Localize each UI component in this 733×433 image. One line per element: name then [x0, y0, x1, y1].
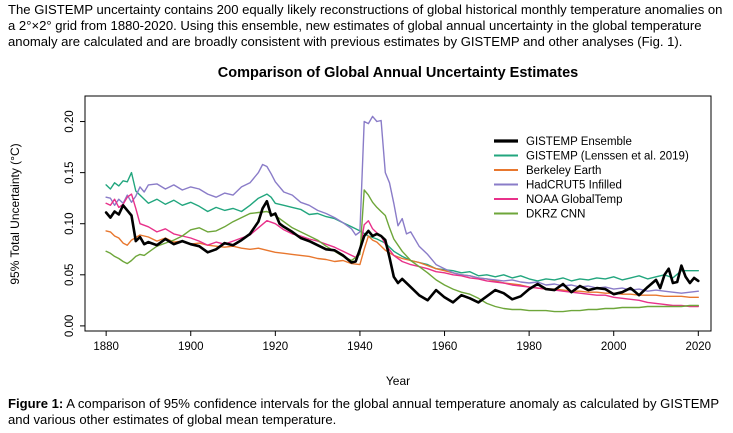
y-tick-label: 0.15 — [64, 161, 76, 183]
legend-label: GISTEMP (Lenssen et al. 2019) — [526, 151, 689, 163]
series-line — [105, 230, 699, 298]
axes: 1880 1900 1920 1940 1960 1980 2000 2020 0.00 0.05… — [64, 110, 711, 353]
plot-frame — [84, 95, 712, 332]
series-line — [105, 171, 699, 282]
y-axis-label: 95% Total Uncertainty (°C) — [8, 143, 22, 284]
x-tick-label: 2020 — [686, 341, 712, 353]
x-tick-label: 1980 — [516, 341, 542, 353]
chart-title: Comparison of Global Annual Uncertainty … — [218, 65, 578, 81]
x-tick-label: 1940 — [347, 341, 373, 353]
series-line — [104, 199, 700, 304]
x-tick-label: 1900 — [178, 341, 204, 353]
x-tick-label: 1880 — [93, 341, 119, 353]
series-line — [105, 189, 699, 313]
y-tick-label: 0.10 — [64, 213, 76, 235]
x-tick-label: 1920 — [263, 341, 289, 353]
y-tick-label: 0.00 — [64, 315, 76, 337]
legend-label: Berkeley Earth — [526, 165, 601, 177]
series-lines — [104, 115, 700, 313]
legend-label: NOAA GlobalTemp — [526, 194, 623, 206]
x-axis-label: Year — [386, 374, 410, 388]
caption-label: Figure 1: — [8, 396, 64, 411]
x-tick-label: 1960 — [432, 341, 458, 353]
y-tick-label: 0.20 — [64, 110, 76, 132]
legend-label: HadCRUT5 Infilled — [526, 180, 622, 192]
intro-paragraph: The GISTEMP uncertainty contains 200 equ… — [8, 2, 723, 49]
caption-text: A comparison of 95% confidence intervals… — [8, 396, 719, 427]
legend-label: GISTEMP Ensemble — [526, 136, 632, 148]
legend: GISTEMP Ensemble GISTEMP (Lenssen et al. … — [494, 136, 689, 221]
x-tick-label: 2000 — [601, 341, 627, 353]
legend-label: DKRZ CNN — [526, 209, 585, 221]
y-tick-label: 0.05 — [64, 264, 76, 286]
figure-caption: Figure 1: A comparison of 95% confidence… — [8, 396, 726, 428]
